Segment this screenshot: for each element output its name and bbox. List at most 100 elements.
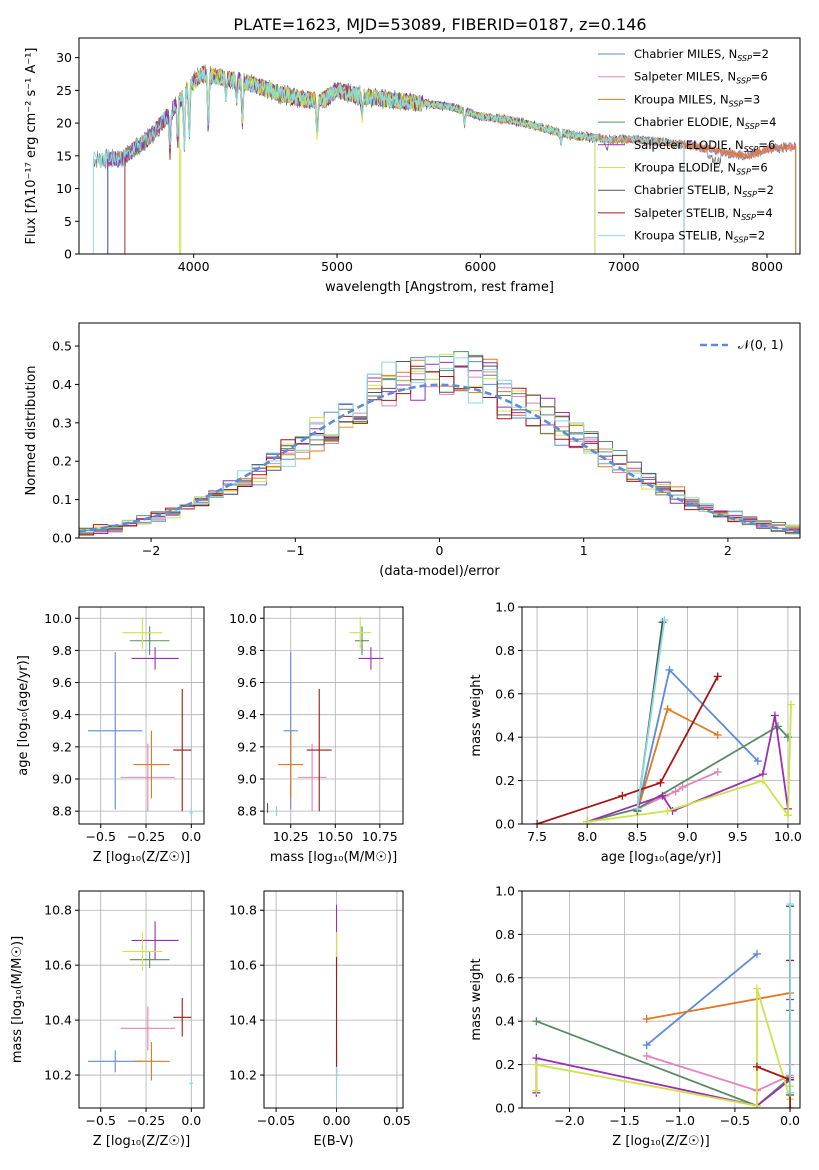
weight-line-salp_stelib xyxy=(756,960,791,1108)
legend-subscript: SSP xyxy=(729,99,744,108)
x-axis-label: Z [log₁₀(Z/Z☉)] xyxy=(93,850,190,865)
legend-value: =6 xyxy=(751,161,768,175)
x-axis-label: Z [log₁₀(Z/Z☉)] xyxy=(612,1134,709,1149)
x-tick-label: 8.5 xyxy=(627,829,647,844)
weight-line-salp_stelib xyxy=(536,675,719,824)
weight-vs-age-plot xyxy=(533,616,795,824)
residuals-axes: −2 −1 0 1 2 0.0 0.1 0.2 0.3 0.4 0.5 (data-model)/er… xyxy=(24,339,732,579)
legend-text: Salpeter ELODIE, N xyxy=(634,138,744,152)
model-spectrum-krou_elodie xyxy=(178,67,596,150)
legend-subscript: SSP xyxy=(745,122,760,131)
mass-vs-z-plot xyxy=(88,921,194,1087)
y-tick-label: 8.8 xyxy=(52,804,72,819)
weight-line-salp_elodie xyxy=(586,715,789,823)
mass-vs-ebv-frame xyxy=(263,890,404,1109)
mass-vs-z-axes: −0.5 −0.25 0.0 10.2 10.4 10.6 10.8 Z [log₁₀(Z/Z… xyxy=(10,891,204,1149)
residuals-plot xyxy=(79,351,800,536)
legend-value: =6 xyxy=(751,70,768,84)
weight-marker-krou_elodie xyxy=(532,1086,541,1095)
x-tick-label: −2.0 xyxy=(554,1113,584,1128)
legend-label: Chabrier STELIB, NSSP=2 xyxy=(634,183,774,199)
x-tick-label: 6000 xyxy=(464,259,496,274)
legend-value: =2 xyxy=(748,229,765,243)
x-tick-label: 0.00 xyxy=(323,1113,351,1128)
x-tick-label: 7.5 xyxy=(527,829,547,844)
x-axis-label: E(B-V) xyxy=(313,1134,353,1149)
legend-value: =4 xyxy=(756,206,773,220)
y-tick-label: 10.2 xyxy=(229,1068,257,1083)
y-tick-label: 9.8 xyxy=(52,643,72,658)
y-tick-label: 10.0 xyxy=(229,611,257,626)
weight-line-chab_elodie xyxy=(535,1010,791,1107)
x-axis-label: wavelength [Angstrom, rest frame] xyxy=(325,280,554,295)
y-tick-label: 0.0 xyxy=(495,1101,515,1116)
legend-label: Salpeter STELIB, NSSP=4 xyxy=(634,206,773,222)
legend-text: Chabrier STELIB, N xyxy=(634,183,742,197)
weight-marker-krou_stelib xyxy=(660,616,669,625)
weight-vs-age-frame xyxy=(521,606,801,825)
weight-marker-krou_elodie xyxy=(786,700,795,709)
legend-value: =3 xyxy=(743,92,760,106)
y-tick-label: 0.4 xyxy=(52,377,72,392)
x-tick-label: 10.0 xyxy=(774,829,802,844)
legend-text: Chabrier MILES, N xyxy=(634,47,737,61)
legend-label: Chabrier MILES, NSSP=2 xyxy=(634,47,769,63)
x-tick-label: 0.0 xyxy=(780,1113,800,1128)
weight-vs-z-axes: −2.0 −1.5 −1.0 −0.5 0.0 0.0 0.2 0.4 0.6 0.8 1.0 Z [… xyxy=(469,884,800,1150)
y-tick-label: 30 xyxy=(56,50,72,65)
x-axis-label: mass [log₁₀(M/M☉)] xyxy=(270,850,397,865)
y-tick-label: 9.2 xyxy=(237,739,257,754)
age-vs-z-frame xyxy=(78,606,205,825)
weight-marker-krou_elodie xyxy=(663,806,672,815)
x-axis-label: Z [log₁₀(Z/Z☉)] xyxy=(93,1134,190,1149)
x-axis-label: age [log₁₀(age/yr)] xyxy=(601,850,722,865)
weight-vs-age-axes: 7.5 8.0 8.5 9.0 9.5 10.0 0.0 0.2 0.4 0.6 0.8 1.0 age… xyxy=(469,600,802,866)
y-tick-label: 0.3 xyxy=(52,415,72,430)
mass-vs-z-frame xyxy=(78,890,205,1109)
weight-marker-salp_miles xyxy=(678,783,687,792)
weight-marker-salp_stelib xyxy=(752,1062,761,1071)
weight-marker-chab_miles xyxy=(665,665,674,674)
x-tick-label: 0 xyxy=(436,543,444,558)
x-tick-label: −1.0 xyxy=(665,1113,695,1128)
weight-marker-krou_elodie xyxy=(758,776,767,785)
legend-subscript: SSP xyxy=(742,190,757,199)
y-tick-label: 1.0 xyxy=(495,600,515,615)
x-tick-label: −0.25 xyxy=(127,1113,165,1128)
weight-marker-krou_elodie xyxy=(752,1101,761,1108)
x-tick-label: 8.0 xyxy=(577,829,597,844)
legend-label: Salpeter ELODIE, NSSP=6 xyxy=(634,138,775,154)
x-tick-label: 0.0 xyxy=(181,1113,201,1128)
weight-vs-z-frame xyxy=(521,890,801,1109)
weight-marker-salp_stelib xyxy=(713,672,722,681)
age-vs-mass-axes: 10.25 10.50 10.75 8.8 9.0 9.2 9.4 9.6 9.8 10.0 mas… xyxy=(229,607,403,865)
weight-marker-salp_miles xyxy=(642,1051,651,1060)
y-tick-label: 9.0 xyxy=(237,771,257,786)
y-tick-label: 0.6 xyxy=(495,970,515,985)
weight-line-salp_miles xyxy=(637,771,719,810)
weight-marker-salp_miles xyxy=(713,767,722,776)
y-tick-label: 0.8 xyxy=(495,927,515,942)
weight-marker-chab_elodie xyxy=(773,722,782,731)
weight-marker-krou_stelib xyxy=(633,804,642,813)
weight-line-chab_elodie xyxy=(586,725,789,823)
legend-subscript: SSP xyxy=(734,236,749,245)
y-tick-label: 10.8 xyxy=(44,903,72,918)
y-tick-label: 9.2 xyxy=(52,739,72,754)
legend-value: =6 xyxy=(758,138,775,152)
mass-vs-ebv-axes: −0.05 0.00 0.05 10.2 10.4 10.6 10.8 E(B-V) xyxy=(229,891,411,1149)
weight-marker-krou_elodie xyxy=(583,817,592,824)
weight-line-krou_stelib xyxy=(636,619,666,809)
y-axis-label: mass [log₁₀(M/M☉)] xyxy=(10,936,25,1063)
y-axis-label: age [log₁₀(age/yr)] xyxy=(16,655,31,776)
spectrum-frame xyxy=(78,37,801,255)
legend-subscript: SSP xyxy=(741,213,756,222)
weight-marker-chab_miles xyxy=(753,757,762,766)
y-tick-label: 0.2 xyxy=(495,773,515,788)
y-tick-label: 9.6 xyxy=(237,675,257,690)
figure-title: PLATE=1623, MJD=53089, FIBERID=0187, z=0… xyxy=(233,15,646,34)
x-tick-label: −0.5 xyxy=(86,829,116,844)
spectrum-plot xyxy=(92,64,797,254)
weight-marker-chab_miles xyxy=(752,949,761,958)
